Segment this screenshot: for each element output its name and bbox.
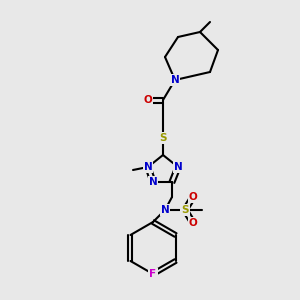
Text: F: F xyxy=(149,269,157,279)
Text: N: N xyxy=(171,75,179,85)
Text: S: S xyxy=(159,133,167,143)
Text: O: O xyxy=(189,192,197,202)
Text: S: S xyxy=(181,205,189,215)
Text: O: O xyxy=(189,218,197,228)
Text: O: O xyxy=(144,95,152,105)
Text: N: N xyxy=(160,205,169,215)
Text: N: N xyxy=(148,177,158,187)
Text: N: N xyxy=(144,162,152,172)
Text: N: N xyxy=(174,162,182,172)
